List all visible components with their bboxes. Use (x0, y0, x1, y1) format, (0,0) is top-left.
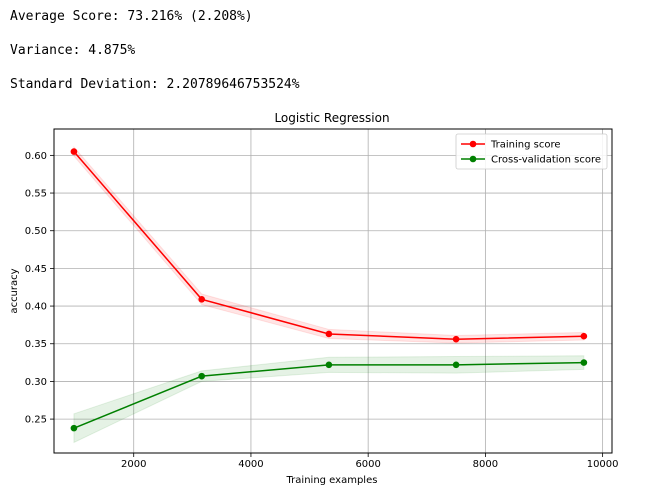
training-score-point (70, 148, 78, 155)
legend-training-marker (469, 140, 477, 148)
training-score-point (198, 295, 206, 303)
plot-frame (53, 128, 613, 454)
training-score-band (73, 145, 585, 344)
y-tick-label: 0.45 (25, 264, 47, 275)
y-tick-label: 0.25 (25, 415, 47, 426)
x-tick-label: 4000 (238, 459, 263, 470)
cross-validation-score-point (325, 361, 333, 369)
training-score-point (452, 335, 460, 343)
x-tick-label: 8000 (473, 459, 498, 470)
learning-curve-chart: Logistic Regression 2000 4000 6000 8000 1000… (0, 105, 651, 485)
average-score-line: Average Score: 73.216% (2.208%) (10, 9, 253, 24)
training-score-point (325, 330, 333, 338)
y-tick-label: 0.30 (25, 377, 47, 388)
legend: Training score Cross-validation score (455, 133, 608, 170)
cross-validation-score-point (198, 372, 206, 380)
series-points (70, 148, 588, 432)
x-tick-label: 6000 (355, 459, 380, 470)
x-axis-ticks: 2000 4000 6000 8000 10000 (121, 453, 619, 470)
chart-title: Logistic Regression (274, 111, 389, 125)
legend-cross-validation-label: Cross-validation score (491, 155, 601, 166)
cross-validation-score-band (73, 355, 585, 444)
cross-validation-score-point (70, 424, 78, 432)
y-tick-label: 0.50 (25, 226, 47, 237)
x-axis-label: Training examples (286, 475, 378, 485)
legend-box (455, 133, 608, 170)
y-axis-ticks: 0.25 0.30 0.35 0.40 0.45 0.50 0.55 0.60 (25, 151, 54, 426)
x-tick-label: 2000 (121, 459, 146, 470)
standard-deviation-line: Standard Deviation: 2.20789646753524% (10, 77, 300, 92)
legend-cross-validation-marker (469, 155, 477, 163)
y-tick-label: 0.35 (25, 339, 47, 350)
y-tick-label: 0.60 (25, 151, 47, 162)
y-tick-label: 0.40 (25, 302, 47, 313)
x-tick-label: 10000 (587, 459, 619, 470)
legend-training-label: Training score (490, 140, 561, 151)
chart-svg: Logistic Regression 2000 4000 6000 8000 1000… (9, 111, 619, 485)
y-tick-label: 0.55 (25, 189, 47, 200)
cross-validation-score-point (452, 361, 460, 369)
score-output-text: Average Score: 73.216% (2.208%) Variance… (10, 8, 640, 94)
training-score-point (580, 332, 588, 340)
cross-validation-score-point (580, 359, 588, 366)
variance-line: Variance: 4.875% (10, 43, 136, 58)
confidence-bands (73, 145, 585, 444)
y-axis-label: accuracy (9, 268, 20, 313)
